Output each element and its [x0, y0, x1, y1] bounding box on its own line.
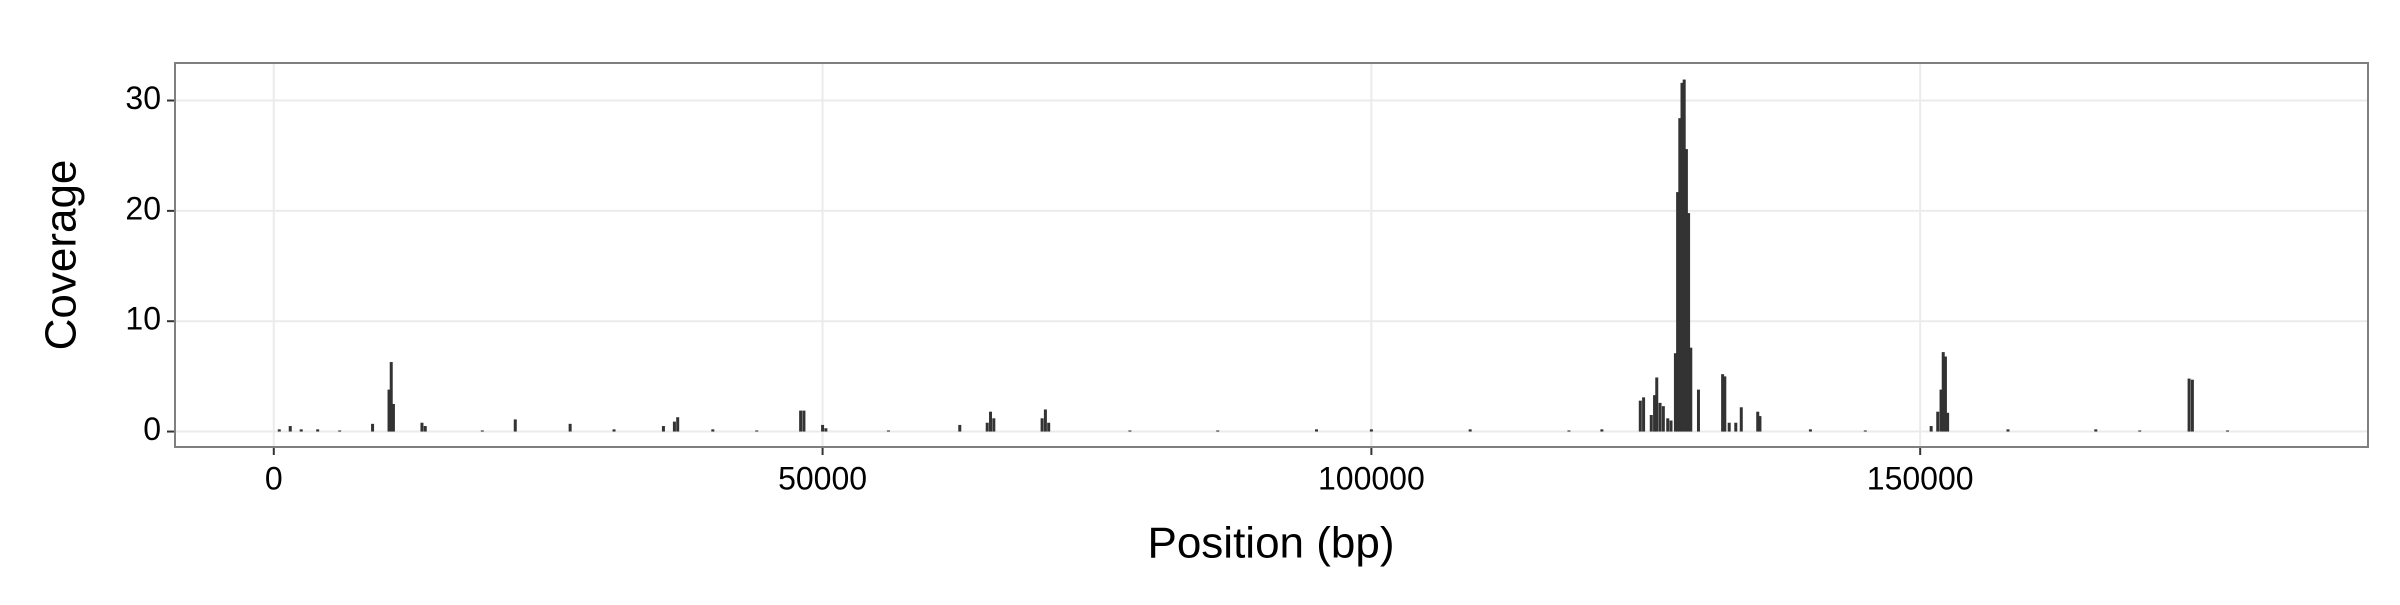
- bar: [1941, 352, 1945, 432]
- bar: [391, 403, 395, 432]
- y-tick-label: 10: [125, 301, 161, 337]
- bar: [1684, 149, 1688, 432]
- bar: [480, 430, 484, 432]
- bar: [1649, 415, 1653, 432]
- bar: [2094, 429, 2098, 432]
- bar: [1723, 376, 1727, 432]
- bar: [802, 410, 806, 432]
- bar: [513, 419, 517, 432]
- bar: [389, 362, 393, 432]
- bar: [1655, 377, 1659, 432]
- bar: [1727, 422, 1731, 432]
- bar: [1673, 353, 1677, 432]
- bar: [1680, 82, 1684, 432]
- x-tick-label: 50000: [778, 460, 867, 496]
- bar: [1943, 356, 1947, 432]
- bar: [992, 418, 996, 432]
- bar: [672, 421, 676, 432]
- bar: [824, 428, 828, 432]
- bar: [1678, 118, 1682, 432]
- bar: [886, 430, 890, 432]
- bar: [1216, 430, 1220, 432]
- bar: [1128, 430, 1132, 432]
- bar: [2138, 430, 2142, 432]
- bar: [1946, 412, 1950, 432]
- bar: [799, 410, 803, 432]
- bar: [1734, 422, 1738, 432]
- bar: [1739, 407, 1743, 432]
- x-tick-label: 150000: [1867, 460, 1974, 496]
- panel: [175, 63, 2368, 447]
- bar: [1567, 430, 1571, 432]
- bar: [288, 426, 292, 432]
- bar: [1939, 389, 1943, 432]
- bar: [1043, 409, 1047, 432]
- bar: [1669, 420, 1673, 432]
- bar: [821, 424, 825, 432]
- x-tick-label: 0: [265, 460, 283, 496]
- bar: [1696, 389, 1700, 432]
- y-axis-title: Coverage: [37, 160, 86, 351]
- y-tick-label: 20: [125, 190, 161, 226]
- bar: [1040, 418, 1044, 432]
- bar: [1661, 406, 1665, 432]
- x-tick-label: 100000: [1318, 460, 1425, 496]
- bar: [2187, 378, 2191, 432]
- bar: [1689, 347, 1693, 432]
- bar: [1676, 192, 1680, 432]
- bar: [371, 423, 375, 432]
- bar: [1600, 429, 1604, 432]
- bar: [958, 424, 962, 432]
- panel-border: [174, 62, 2369, 448]
- bar: [277, 429, 281, 432]
- bar: [420, 422, 424, 432]
- bar: [387, 389, 391, 432]
- bar: [1687, 213, 1691, 432]
- bar: [2006, 429, 2010, 432]
- bar: [1666, 418, 1670, 432]
- bar: [989, 411, 993, 432]
- bar: [1653, 395, 1657, 432]
- bar: [1369, 429, 1373, 432]
- y-tick-label: 0: [143, 411, 161, 447]
- bar: [2226, 430, 2230, 432]
- bar: [755, 430, 759, 432]
- bar: [612, 429, 616, 432]
- bar: [1468, 429, 1472, 432]
- bar: [1315, 429, 1319, 432]
- bar: [1721, 374, 1725, 432]
- bar: [1638, 400, 1642, 432]
- bar: [711, 429, 715, 432]
- bar: [1658, 402, 1662, 432]
- bar: [1863, 430, 1867, 432]
- bar: [1936, 411, 1940, 432]
- y-tick-label: 30: [125, 80, 161, 116]
- bar: [1929, 426, 1933, 432]
- bar: [1682, 79, 1686, 432]
- bar: [1642, 397, 1646, 432]
- bar: [423, 426, 427, 432]
- bar: [1758, 416, 1762, 432]
- bar: [316, 429, 320, 432]
- bar: [676, 417, 680, 432]
- bar: [299, 429, 303, 432]
- bar: [568, 423, 572, 432]
- bar: [1808, 429, 1812, 432]
- bar: [661, 426, 665, 432]
- bar: [1047, 422, 1051, 432]
- bar: [2190, 379, 2194, 432]
- bar: [338, 430, 342, 432]
- x-axis-title: Position (bp): [1147, 519, 1394, 568]
- bar: [1756, 411, 1760, 432]
- bar: [985, 422, 989, 432]
